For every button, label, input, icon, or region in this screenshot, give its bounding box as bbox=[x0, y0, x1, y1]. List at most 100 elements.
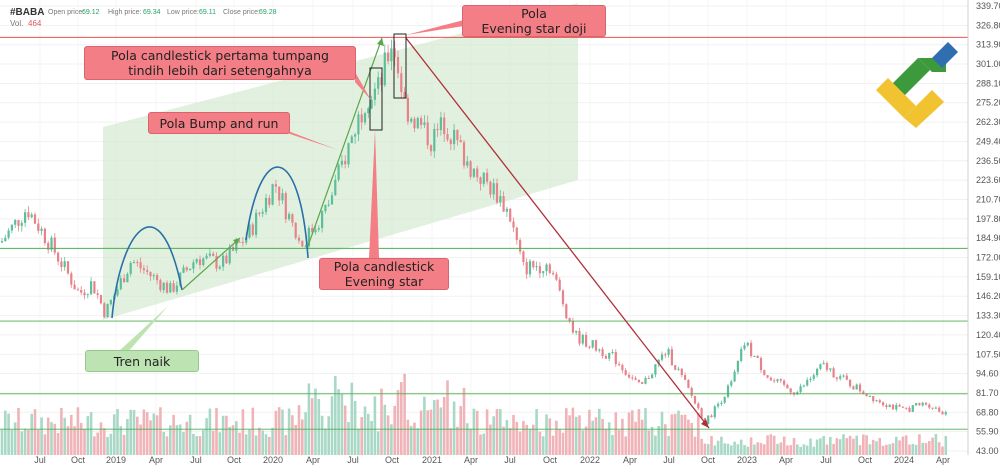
candle-body bbox=[637, 379, 640, 382]
volume-bar bbox=[383, 404, 387, 455]
volume-bar bbox=[561, 432, 565, 455]
candle-body bbox=[370, 99, 373, 109]
candle-body bbox=[86, 294, 89, 296]
candle-body bbox=[647, 377, 650, 379]
candle-body bbox=[858, 384, 862, 392]
candle-body bbox=[469, 161, 472, 177]
volume-bar bbox=[53, 423, 57, 455]
downtrend-arrowhead bbox=[701, 419, 709, 428]
candle-body bbox=[321, 211, 324, 229]
volume-bar bbox=[809, 438, 812, 455]
volume-bar bbox=[208, 408, 212, 455]
volume-bar bbox=[937, 442, 941, 455]
volume-bar bbox=[426, 410, 429, 455]
candle-body bbox=[743, 345, 746, 349]
y-tick-label: 120.40 bbox=[976, 330, 1000, 340]
candle-body bbox=[27, 212, 30, 218]
candle-body bbox=[10, 224, 13, 231]
candle-body bbox=[278, 186, 281, 201]
candle-body bbox=[304, 246, 307, 248]
volume-bar bbox=[13, 422, 17, 455]
volume-bar bbox=[508, 428, 512, 455]
candle-body bbox=[598, 349, 601, 351]
candle-body bbox=[129, 262, 132, 274]
volume-bar bbox=[944, 436, 948, 455]
candle-body bbox=[746, 342, 749, 346]
candle-body bbox=[146, 270, 149, 272]
volume-bar bbox=[205, 418, 208, 455]
volume-bar bbox=[528, 429, 532, 455]
volume-bar bbox=[654, 435, 657, 455]
candle-body bbox=[548, 264, 551, 273]
doji-box bbox=[393, 33, 407, 99]
candle-body bbox=[416, 118, 419, 129]
uptrend-channel bbox=[103, 3, 578, 320]
candle-body bbox=[677, 368, 680, 370]
y-tick-label: 68.80 bbox=[976, 407, 999, 417]
volume-bar bbox=[162, 431, 165, 455]
candle-body bbox=[453, 129, 456, 145]
candle-body bbox=[43, 228, 46, 244]
volume-bar bbox=[657, 425, 660, 455]
note-bump-and-run: Pola Bump and run bbox=[148, 112, 290, 134]
volume-bar bbox=[343, 405, 347, 455]
candle-body bbox=[228, 247, 231, 264]
volume-bar bbox=[928, 441, 931, 455]
volume-bar bbox=[637, 409, 641, 455]
x-tick-label: Apr bbox=[779, 455, 793, 465]
candle-body bbox=[710, 415, 713, 418]
candle-body bbox=[849, 379, 852, 387]
volume-bar bbox=[314, 388, 317, 455]
candle-body bbox=[212, 253, 215, 256]
volume-bar bbox=[145, 412, 149, 455]
candle-body bbox=[66, 261, 70, 274]
volume-bar bbox=[73, 426, 76, 455]
volume-bar bbox=[96, 432, 99, 455]
volume-bar bbox=[175, 425, 179, 455]
candle-body bbox=[756, 355, 759, 358]
volume-bar bbox=[594, 417, 598, 455]
candle-body bbox=[730, 381, 733, 386]
candle-body bbox=[245, 237, 248, 243]
arrowhead-2 bbox=[377, 38, 384, 46]
candle-body bbox=[479, 177, 482, 184]
volume-bar bbox=[119, 426, 123, 455]
volume-bar bbox=[522, 420, 525, 455]
volume-bar bbox=[284, 435, 288, 455]
volume-bar bbox=[640, 419, 644, 455]
volume-bar bbox=[4, 410, 7, 455]
y-tick-label: 326.80 bbox=[976, 20, 1000, 30]
volume-bar bbox=[901, 436, 905, 455]
candle-body bbox=[486, 172, 489, 182]
candle-body bbox=[690, 387, 693, 396]
candle-body bbox=[47, 243, 50, 250]
volume-bar bbox=[848, 435, 852, 455]
volume-bar bbox=[452, 401, 456, 455]
x-tick-label: Oct bbox=[543, 455, 558, 465]
candle-body bbox=[657, 359, 660, 365]
candle-body bbox=[802, 385, 805, 387]
candle-body bbox=[24, 212, 27, 223]
volume-bar bbox=[908, 444, 911, 455]
volume-bar bbox=[178, 424, 182, 455]
volume-bar bbox=[769, 434, 773, 455]
candle-body bbox=[915, 403, 918, 406]
candle-body bbox=[476, 168, 479, 178]
candle-body bbox=[594, 340, 598, 351]
candle-body bbox=[63, 261, 66, 267]
candle-body bbox=[697, 403, 700, 409]
candle-body bbox=[14, 220, 17, 225]
candle-body bbox=[185, 267, 188, 271]
candle-body bbox=[466, 161, 469, 166]
candle-body bbox=[297, 237, 301, 241]
candle-body bbox=[525, 262, 528, 275]
candle-body bbox=[423, 122, 426, 125]
x-tick-label: Jul bbox=[190, 455, 202, 465]
volume-bar bbox=[320, 415, 324, 455]
candle-body bbox=[911, 405, 914, 412]
candle-body bbox=[670, 349, 673, 366]
x-tick-label: 2021 bbox=[422, 455, 442, 465]
volume-bar bbox=[149, 420, 152, 455]
callout-evening-doji bbox=[406, 20, 464, 35]
volume-bar bbox=[512, 414, 515, 455]
